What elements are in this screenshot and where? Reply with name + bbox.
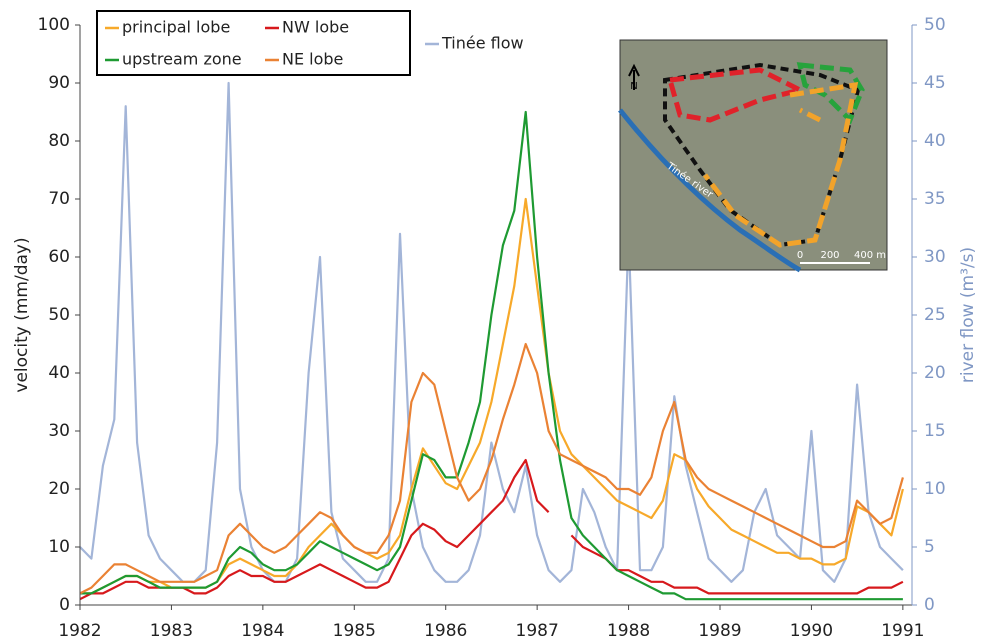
y-tick-label: 50 bbox=[48, 305, 70, 325]
scale-label: 200 bbox=[820, 250, 839, 261]
y2-tick-label: 25 bbox=[924, 305, 946, 325]
y-tick-label: 0 bbox=[59, 595, 70, 615]
x-tick-label: 1984 bbox=[241, 621, 284, 641]
legend-label: NE lobe bbox=[282, 50, 343, 69]
y2-axis-label: river flow (m³/s) bbox=[958, 247, 978, 383]
y2-tick-label: 30 bbox=[924, 247, 946, 267]
y2-tick-label: 50 bbox=[924, 15, 946, 35]
x-tick-label: 1988 bbox=[607, 621, 650, 641]
scale-label: 0 bbox=[797, 250, 803, 261]
x-tick-label: 1991 bbox=[881, 621, 924, 641]
y-tick-label: 100 bbox=[38, 15, 70, 35]
series-line bbox=[79, 81, 904, 583]
y2-tick-label: 40 bbox=[924, 131, 946, 151]
y2-tick-label: 45 bbox=[924, 73, 946, 93]
series-line bbox=[79, 342, 904, 595]
y-tick-label: 60 bbox=[48, 247, 70, 267]
x-tick-label: 1986 bbox=[424, 621, 467, 641]
y-tick-label: 80 bbox=[48, 131, 70, 151]
x-tick-label: 1990 bbox=[790, 621, 833, 641]
x-tick-label: 1989 bbox=[698, 621, 741, 641]
y2-tick-label: 20 bbox=[924, 363, 946, 383]
y-tick-label: 70 bbox=[48, 189, 70, 209]
legend-label: principal lobe bbox=[122, 18, 230, 37]
x-tick-label: 1983 bbox=[150, 621, 193, 641]
x-tick-label: 1982 bbox=[58, 621, 101, 641]
y2-tick-label: 10 bbox=[924, 479, 946, 499]
scale-label: 400 m bbox=[854, 250, 886, 261]
outline-orange bbox=[703, 81, 859, 248]
legend-label: NW lobe bbox=[282, 18, 349, 37]
north-arrow bbox=[628, 63, 640, 90]
legend-label: Tinée flow bbox=[441, 34, 524, 53]
y-axis-label: velocity (mm/day) bbox=[12, 237, 32, 392]
y-tick-label: 20 bbox=[48, 479, 70, 499]
x-tick-label: 1987 bbox=[516, 621, 559, 641]
river bbox=[618, 108, 802, 273]
legend bbox=[96, 10, 411, 76]
x-tick-label: 1985 bbox=[333, 621, 376, 641]
y-tick-label: 40 bbox=[48, 363, 70, 383]
inset-map: N Tinée river 0 200 400 m bbox=[618, 39, 888, 273]
outline-red bbox=[666, 67, 808, 123]
y2-tick-label: 35 bbox=[924, 189, 946, 209]
y2-tick-label: 5 bbox=[924, 537, 935, 557]
series-line bbox=[80, 110, 903, 601]
y2-tick-label: 0 bbox=[924, 595, 935, 615]
legend-label: upstream zone bbox=[122, 50, 242, 69]
y2-tick-label: 15 bbox=[924, 421, 946, 441]
y-tick-label: 30 bbox=[48, 421, 70, 441]
y-tick-label: 10 bbox=[48, 537, 70, 557]
north-label: N bbox=[630, 81, 637, 92]
y-tick-label: 90 bbox=[48, 73, 70, 93]
